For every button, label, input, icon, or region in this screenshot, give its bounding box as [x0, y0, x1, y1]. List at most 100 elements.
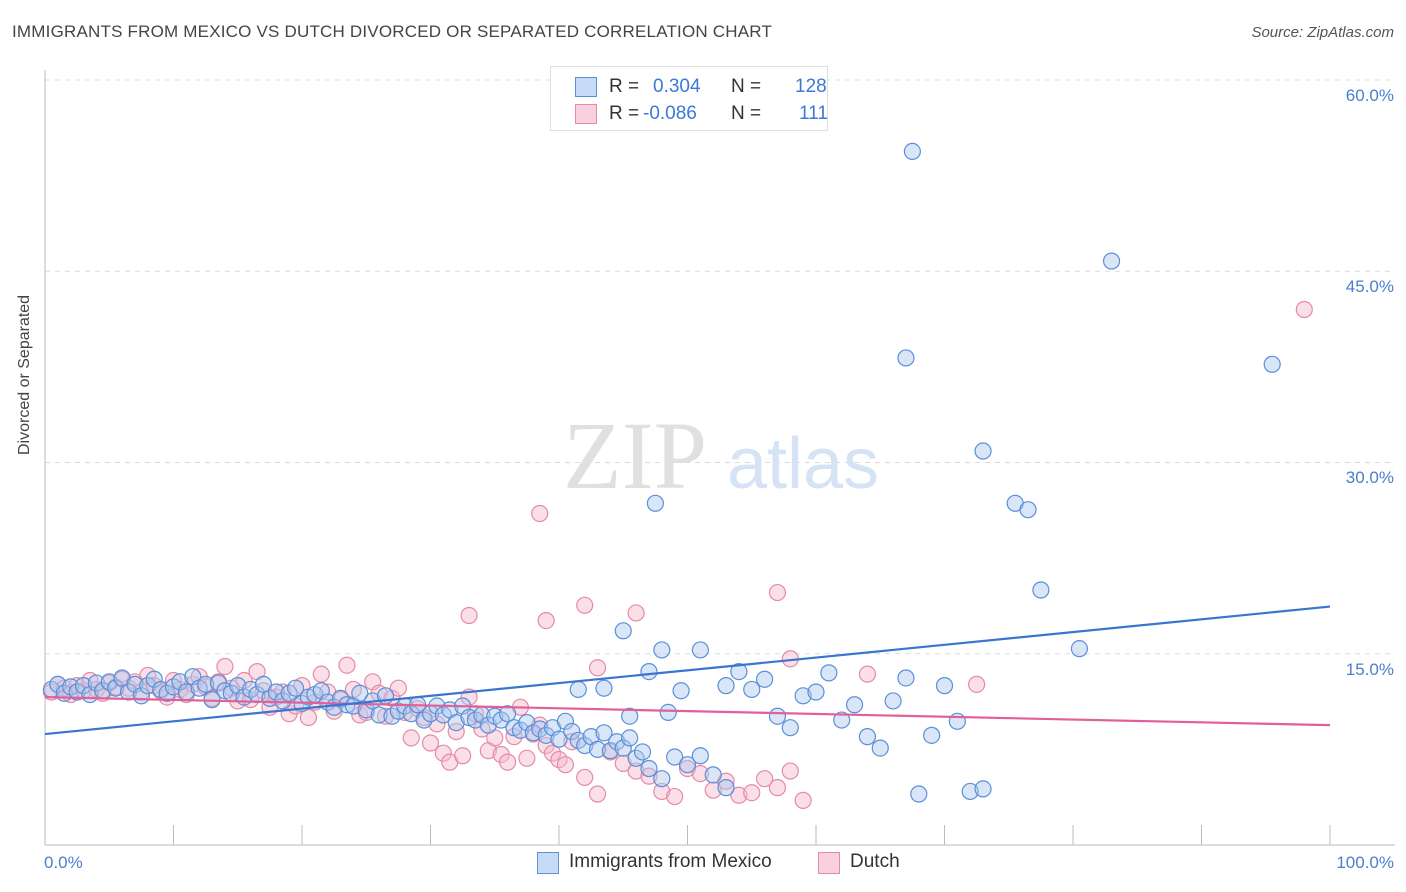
mexico-point	[601, 742, 620, 760]
mexico-point	[492, 711, 510, 729]
chart-title: IMMIGRANTS FROM MEXICO VS DUTCH DIVORCED…	[12, 22, 773, 41]
mexico-point	[884, 692, 902, 710]
mexico-point	[49, 675, 67, 693]
legend-series-name: Immigrants from Mexico	[569, 851, 772, 872]
mexico-point	[646, 494, 664, 512]
mexico-point	[100, 673, 118, 691]
mexico-point	[370, 706, 388, 724]
legend-n-value: 128	[795, 76, 827, 97]
mexico-point	[678, 756, 697, 774]
legend-series-name: Dutch	[850, 851, 900, 872]
mexico-point	[910, 785, 928, 803]
dutch-point	[338, 656, 356, 674]
dutch-point	[968, 675, 986, 693]
mexico-point	[1070, 640, 1089, 658]
watermark-zip: ZIP	[563, 402, 707, 509]
dutch-point	[531, 504, 549, 523]
dutch-point	[434, 744, 452, 762]
mexico-point	[171, 673, 189, 691]
mexico-point	[531, 720, 549, 738]
dutch-point	[730, 786, 748, 804]
mexico-point	[267, 683, 285, 701]
dutch-point	[576, 768, 594, 787]
mexico-point	[704, 766, 722, 784]
legend-swatch-blue	[537, 852, 559, 874]
source-label: Source: ZipAtlas.com	[1251, 24, 1394, 41]
watermark-atlas: atlas	[727, 424, 879, 504]
mexico-point	[743, 680, 761, 699]
dutch-point	[543, 744, 562, 762]
y-axis-label: Divorced or Separated	[16, 294, 33, 455]
dutch-point	[768, 779, 787, 797]
legend-swatch-blue	[575, 77, 597, 97]
legend-n-label: N =	[731, 76, 762, 97]
mexico-point	[640, 759, 658, 778]
legend-r-value: -0.086	[643, 103, 697, 124]
mexico-point	[717, 677, 735, 695]
mexico-point	[781, 719, 799, 737]
dutch-point	[653, 782, 671, 801]
mexico-point	[107, 679, 125, 697]
mexico-point	[807, 683, 825, 701]
mexico-point	[621, 729, 639, 747]
mexico-point	[666, 748, 684, 766]
legend-n-label: N =	[731, 103, 762, 124]
dutch-point	[518, 749, 536, 767]
mexico-trend-line	[44, 605, 1331, 736]
legend-swatch-pink	[818, 852, 840, 874]
dutch-point	[781, 762, 799, 780]
mexico-point	[768, 707, 787, 725]
dutch-point	[454, 747, 472, 765]
dutch-point	[614, 754, 632, 773]
dutch-point	[312, 665, 330, 683]
mexico-point	[833, 711, 851, 729]
mexico-point	[653, 770, 671, 788]
dutch-point	[447, 722, 465, 741]
mexico-point	[576, 736, 594, 755]
mexico-point	[633, 743, 652, 761]
dutch-point	[389, 679, 407, 697]
mexico-point	[614, 739, 632, 757]
mexico-point	[627, 749, 645, 767]
mexico-point	[499, 705, 517, 723]
mexico-point	[858, 728, 877, 746]
dutch-point	[299, 708, 318, 727]
mexico-point	[794, 687, 812, 705]
mexico-point	[563, 722, 581, 741]
dutch-point	[743, 784, 761, 802]
x-tick-label: 0.0%	[44, 853, 83, 872]
legend-r-label: R =	[609, 103, 640, 124]
mexico-point	[1263, 355, 1281, 373]
dutch-point	[627, 762, 645, 780]
dutch-point	[537, 611, 555, 630]
dutch-points	[42, 300, 1313, 809]
mexico-point	[608, 733, 626, 751]
mexico-point	[717, 779, 735, 797]
mexico-point	[948, 712, 966, 730]
axes	[44, 70, 1395, 846]
mexico-point	[569, 680, 587, 699]
trend-lines	[44, 605, 1331, 736]
mexico-point	[145, 670, 163, 688]
mexico-point	[556, 712, 575, 730]
mexico-point	[974, 780, 992, 798]
mexico-point	[621, 707, 639, 725]
dutch-point	[376, 707, 395, 725]
mexico-point	[923, 726, 941, 744]
dutch-point	[755, 770, 774, 788]
mexico-point	[588, 740, 607, 758]
mexico-point	[139, 677, 157, 695]
dutch-point	[678, 759, 697, 778]
y-tick-label: 45.0%	[1345, 277, 1394, 296]
mexico-point	[897, 349, 915, 367]
dutch-point	[556, 756, 575, 774]
mexico-point	[871, 739, 889, 757]
mexico-point	[286, 679, 305, 697]
y-tick-label: 60.0%	[1345, 86, 1394, 105]
dutch-point	[402, 729, 420, 747]
mexico-point	[640, 662, 658, 681]
dutch-point	[588, 785, 607, 803]
mexico-point	[68, 683, 86, 701]
mexico-point	[254, 675, 273, 693]
